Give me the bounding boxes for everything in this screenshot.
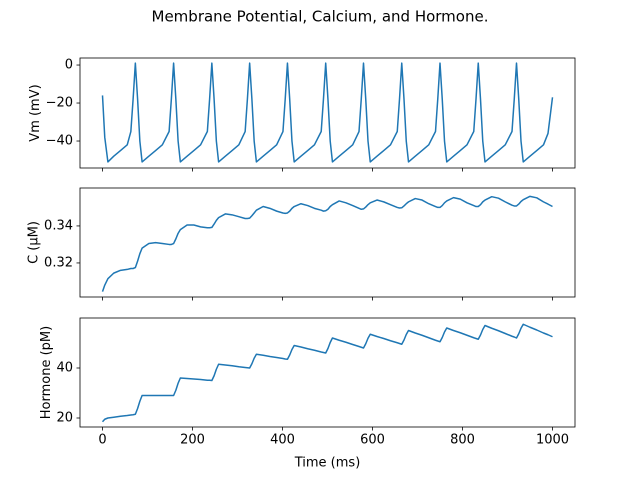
plot-frame <box>79 187 576 298</box>
y-tick-label: 0.34 <box>44 218 73 233</box>
x-tick-label: 0 <box>98 433 106 448</box>
x-tick-label: 600 <box>360 433 385 448</box>
y-tick-label: 0.32 <box>44 255 73 270</box>
y-tick-label: 0 <box>65 58 73 73</box>
data-line <box>101 195 553 292</box>
y-axis-label: Hormone (pM) <box>39 326 54 419</box>
plot-frame <box>79 317 576 428</box>
x-tick-label: 1000 <box>536 433 569 448</box>
y-tick-label: 40 <box>56 361 73 376</box>
x-tick-label: 400 <box>270 433 295 448</box>
figure-title: Membrane Potential, Calcium, and Hormone… <box>152 8 489 26</box>
y-tick-label: −20 <box>46 96 73 111</box>
data-line <box>101 323 553 423</box>
x-tick-label: 200 <box>180 433 205 448</box>
y-axis-label: C (μM) <box>27 221 42 264</box>
data-line <box>101 62 554 163</box>
y-axis-label: Vm (mV) <box>28 84 43 141</box>
y-tick-label: 20 <box>56 411 73 426</box>
y-tick-label: −40 <box>46 134 73 149</box>
x-tick-label: 800 <box>450 433 475 448</box>
x-axis-label: Time (ms) <box>294 456 361 471</box>
plot-frame <box>79 57 576 169</box>
